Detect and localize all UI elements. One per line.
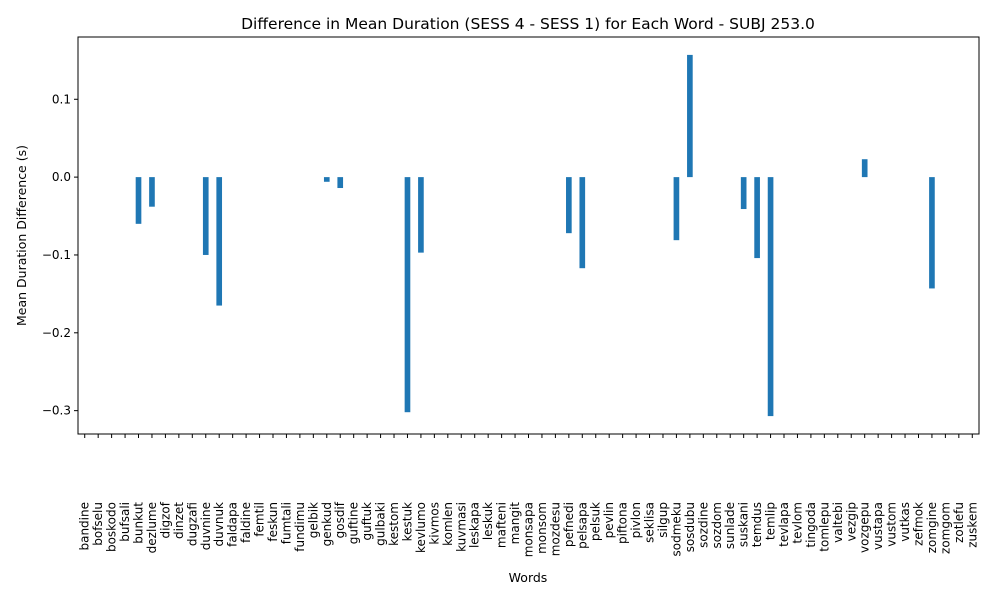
x-tick-label-vustapa: vustapa [871, 502, 885, 550]
x-tick-label-tingoda: tingoda [804, 502, 818, 548]
x-axis: bandine bofselu boskodo bufsali bunkut dezlum… [78, 434, 979, 557]
x-tick-label-zomgom: zomgom [938, 502, 952, 554]
x-tick-label-guftuk: guftuk [360, 502, 374, 541]
bar-kestuk [404, 177, 411, 413]
x-tick-label-dugzafi: dugzafi [185, 502, 199, 546]
x-tick-label-fumtali: fumtali [279, 502, 293, 544]
x-tick-label-piftona: piftona [616, 502, 630, 544]
x-tick-label-vustom: vustom [885, 502, 899, 547]
x-tick-label-faldine: faldine [239, 502, 253, 543]
x-tick-label-gulbaki: gulbaki [374, 502, 388, 546]
bar-suskani [740, 177, 747, 210]
x-tick-label-zotlefu: zotlefu [952, 502, 966, 543]
y-tick-label: −0.3 [42, 404, 71, 418]
x-tick-label-monsom: monsom [535, 502, 549, 554]
x-tick-label-pivlon: pivlon [629, 502, 643, 538]
x-tick-label-kestuk: kestuk [400, 502, 414, 541]
bar-kevlumo [418, 177, 424, 253]
x-tick-label-zefmok: zefmok [911, 502, 925, 546]
bar-sodmeku [673, 177, 680, 241]
x-tick-label-pelsuk: pelsuk [589, 502, 603, 541]
x-tick-label-sosdubu: sosdubu [683, 502, 697, 552]
bar-bunkut [135, 177, 142, 224]
x-tick-label-mangit: mangit [508, 502, 522, 545]
x-tick-label-valtebi: valtebi [831, 502, 845, 543]
x-tick-label-pefnedi: pefnedi [562, 502, 576, 547]
y-tick-label: −0.2 [42, 326, 71, 340]
x-tick-label-kivmos: kivmos [427, 502, 441, 545]
x-tick-label-zomgine: zomgine [925, 502, 939, 553]
x-tick-label-faldapa: faldapa [226, 502, 240, 547]
x-tick-label-bufsali: bufsali [118, 502, 132, 542]
x-tick-label-leskuk: leskuk [481, 502, 495, 540]
bar-zomgine [929, 177, 935, 289]
x-tick-label-tevlom: tevlom [790, 502, 804, 544]
bar-temlip [767, 177, 774, 417]
x-tick-label-temlip: temlip [764, 502, 778, 540]
bar-pefnedi [566, 177, 572, 234]
bar-duvnuk [216, 177, 223, 306]
x-tick-label-kestom: kestom [387, 502, 401, 546]
x-tick-label-feskun: feskun [266, 502, 280, 542]
x-tick-label-vutkas: vutkas [898, 502, 912, 542]
x-tick-label-boskodo: boskodo [105, 502, 119, 552]
bar-pelsapa [579, 177, 586, 269]
x-tick-label-pevlin: pevlin [602, 502, 616, 538]
y-tick-label: −0.1 [42, 248, 71, 262]
x-tick-label-genkud: genkud [320, 502, 334, 546]
bar-gosdif [337, 177, 344, 189]
x-tick-label-monsapa: monsapa [522, 502, 536, 557]
x-tick-label-gelbik: gelbik [306, 502, 320, 538]
x-tick-label-pelsapa: pelsapa [575, 502, 589, 549]
x-tick-label-temdus: temdus [750, 502, 764, 547]
x-tick-label-mafteni: mafteni [495, 502, 509, 548]
bar-vozgepu [861, 159, 868, 178]
x-tick-label-sodmeku: sodmeku [669, 502, 683, 556]
x-tick-label-dinzet: dinzet [172, 502, 186, 539]
x-tick-label-vozgepu: vozgepu [858, 502, 872, 553]
y-tick-label: 0.1 [52, 92, 71, 106]
x-tick-label-dezlume: dezlume [145, 502, 159, 553]
bar-duvnine [202, 177, 209, 255]
y-axis-label: Mean Duration Difference (s) [14, 145, 29, 326]
x-tick-label-zuskem: zuskem [965, 502, 979, 548]
x-tick-label-fundimu: fundimu [293, 502, 307, 552]
x-tick-label-bofselu: bofselu [91, 502, 105, 546]
y-axis: −0.3 −0.2 −0.1 0.0 0.1 [42, 92, 78, 418]
x-tick-label-leskapa: leskapa [468, 502, 482, 548]
plot-area [77, 36, 980, 435]
bar-dezlume [149, 177, 155, 207]
x-tick-label-seklisa: seklisa [643, 502, 657, 543]
x-tick-label-komlen: komlen [441, 502, 455, 546]
x-tick-label-sozdom: sozdom [710, 502, 724, 549]
bar-temdus [754, 177, 760, 259]
x-tick-label-bandine: bandine [78, 502, 92, 551]
x-tick-label-suskani: suskani [737, 502, 751, 547]
chart-title: Difference in Mean Duration (SESS 4 - SE… [241, 15, 815, 33]
x-tick-label-sunlade: sunlade [723, 502, 737, 549]
bar-genkud [323, 177, 330, 182]
x-tick-label-kevlumo: kevlumo [414, 502, 428, 553]
bars-group [135, 54, 935, 417]
x-tick-label-tomlepu: tomlepu [817, 502, 831, 552]
x-tick-label-gosdif: gosdif [333, 501, 347, 538]
x-tick-label-silgup: silgup [656, 502, 670, 538]
x-tick-label-sozdine: sozdine [696, 502, 710, 548]
x-tick-label-duvnine: duvnine [199, 502, 213, 550]
x-tick-label-mozdesu: mozdesu [548, 502, 562, 556]
x-tick-label-duvnuk: duvnuk [212, 502, 226, 547]
x-tick-label-vezgip: vezgip [844, 502, 858, 541]
x-tick-label-guftine: guftine [347, 502, 361, 544]
x-tick-label-kuvmasi: kuvmasi [454, 502, 468, 552]
x-tick-label-tevlapa: tevlapa [777, 502, 791, 547]
x-axis-label: Words [509, 570, 548, 585]
y-tick-label: 0.0 [52, 170, 71, 184]
x-tick-label-femtil: femtil [253, 502, 267, 537]
bar-sosdubu [687, 54, 693, 178]
x-tick-label-bunkut: bunkut [132, 502, 146, 544]
x-tick-label-digzof: digzof [158, 501, 172, 538]
